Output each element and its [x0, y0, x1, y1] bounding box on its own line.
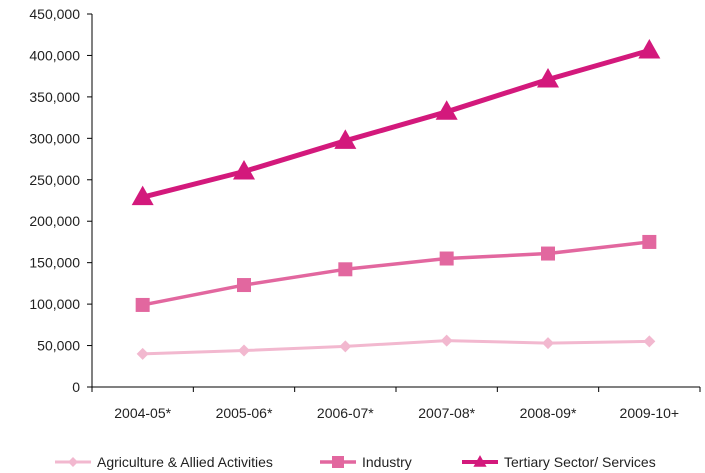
- data-point-marker: [131, 185, 154, 206]
- data-point-marker: [339, 340, 352, 353]
- data-point-marker: [542, 337, 554, 350]
- y-axis-ticks: 0 50,000 100,000 150,000 200,000 250,000 300,0…: [29, 6, 92, 395]
- data-point-marker: [238, 344, 250, 357]
- series-group: [131, 38, 661, 360]
- data-point-marker: [338, 262, 353, 277]
- series-1: [136, 334, 656, 360]
- legend-item: Agriculture & Allied Activities: [55, 454, 273, 470]
- data-point-marker: [334, 129, 357, 149]
- data-point-marker: [135, 297, 150, 312]
- x-tick-label: 2005-06*: [216, 405, 273, 421]
- series-2: [135, 234, 657, 312]
- x-tick-label: 2004-05*: [114, 405, 171, 421]
- y-tick-label: 350,000: [29, 89, 80, 105]
- series-line: [142, 48, 651, 200]
- x-tick-label: 2009-10+: [620, 405, 680, 421]
- legend-item: Tertiary Sector/ Services: [462, 454, 656, 470]
- x-axis-ticks: 2004-05* 2005-06* 2006-07* 2007-08* 2008-09*…: [91, 387, 701, 421]
- series-line: [142, 240, 650, 307]
- y-tick-label: 0: [72, 379, 80, 395]
- x-tick-label: 2008-09*: [520, 405, 577, 421]
- data-point-marker: [537, 67, 559, 88]
- data-point-marker: [435, 100, 458, 120]
- data-point-marker: [439, 251, 454, 266]
- data-point-marker: [643, 335, 656, 348]
- y-tick-label: 50,000: [37, 338, 80, 354]
- data-point-marker: [541, 246, 555, 261]
- y-tick-label: 200,000: [29, 213, 80, 229]
- legend-swatch-marker: [332, 456, 344, 468]
- legend-label: Industry: [362, 454, 412, 470]
- x-tick-label: 2007-08*: [418, 405, 475, 421]
- y-tick-label: 400,000: [29, 47, 80, 63]
- series-3: [131, 38, 661, 206]
- data-point-marker: [233, 159, 255, 180]
- legend-label: Agriculture & Allied Activities: [97, 454, 273, 470]
- data-point-marker: [136, 347, 149, 360]
- y-tick-label: 150,000: [29, 255, 80, 271]
- y-tick-label: 250,000: [29, 172, 80, 188]
- legend: Agriculture & Allied Activities Industry T…: [55, 454, 656, 470]
- data-point-marker: [440, 334, 453, 347]
- series-line: [142, 339, 650, 356]
- data-point-marker: [237, 278, 251, 293]
- data-point-marker: [642, 234, 657, 249]
- x-tick-label: 2006-07*: [317, 405, 374, 421]
- y-tick-label: 100,000: [29, 296, 80, 312]
- legend-label: Tertiary Sector/ Services: [504, 454, 656, 470]
- legend-item: Industry: [320, 454, 412, 470]
- y-tick-label: 300,000: [29, 130, 80, 146]
- y-tick-label: 450,000: [29, 6, 80, 22]
- legend-swatch-marker: [473, 455, 487, 467]
- legend-swatch-marker: [68, 457, 78, 467]
- data-point-marker: [638, 38, 661, 59]
